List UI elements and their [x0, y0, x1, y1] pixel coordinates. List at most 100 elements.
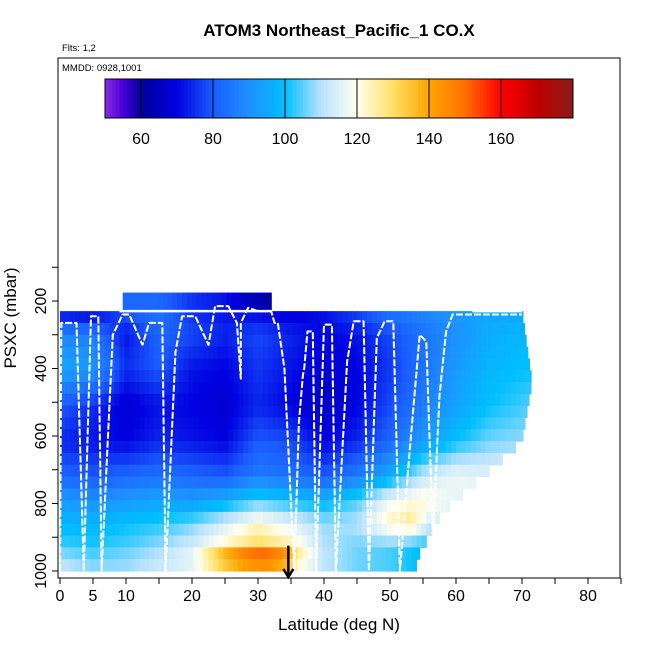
heatmap-cell — [79, 441, 86, 454]
heatmap-cell — [401, 464, 408, 478]
heatmap-cell — [460, 393, 467, 407]
heatmap-cell — [173, 523, 180, 537]
heatmap-cell — [327, 382, 333, 395]
heatmap-cell — [188, 393, 195, 407]
heatmap-cell — [243, 311, 249, 324]
heatmap-cell — [233, 322, 239, 336]
heatmap-cell — [152, 292, 158, 312]
heatmap-cell — [302, 382, 309, 395]
heatmap-cell — [530, 382, 532, 395]
heatmap-cell — [163, 500, 170, 513]
heatmap-cell — [213, 523, 219, 537]
heatmap-cell — [376, 488, 383, 501]
heatmap-cell — [312, 322, 318, 336]
heatmap-cell — [64, 429, 71, 442]
heatmap-cell — [411, 476, 417, 489]
heatmap-cell — [337, 382, 343, 395]
heatmap-cell — [74, 393, 81, 407]
heatmap-cell — [292, 476, 299, 489]
heatmap-cell — [510, 358, 516, 371]
heatmap-cell — [386, 417, 393, 430]
heatmap-cell — [416, 346, 422, 359]
heatmap-cell — [327, 322, 333, 336]
heatmap-cell — [500, 452, 503, 466]
heatmap-cell — [262, 441, 269, 454]
heatmap-cell — [159, 511, 165, 525]
arrow-head — [282, 568, 295, 580]
heatmap-cell — [525, 346, 529, 359]
heatmap-cell — [60, 405, 66, 419]
heatmap-cell — [302, 488, 309, 501]
heatmap-cell — [332, 370, 338, 383]
heatmap-cell — [177, 292, 183, 312]
heatmap-cell — [134, 535, 140, 548]
heatmap-cell — [515, 370, 521, 383]
heatmap-cell — [129, 370, 135, 383]
heatmap-cell — [386, 370, 393, 383]
heatmap-cell — [446, 311, 452, 324]
heatmap-cell — [198, 370, 205, 383]
heatmap-cell — [124, 452, 130, 466]
heatmap-cell — [221, 292, 228, 312]
heatmap-cell — [396, 358, 403, 371]
heatmap-cell — [297, 382, 304, 395]
heatmap-cell — [391, 511, 398, 525]
heatmap-cell — [287, 441, 294, 454]
heatmap-cell — [287, 429, 294, 442]
heatmap-cell — [253, 488, 259, 501]
heatmap-cell — [89, 547, 96, 560]
heatmap-cell — [322, 346, 328, 359]
heatmap-cell — [297, 346, 304, 359]
heatmap-cell — [109, 547, 116, 560]
heatmap-cell — [193, 417, 200, 430]
heatmap-cell — [267, 334, 274, 348]
heatmap-cell — [465, 334, 472, 348]
heatmap-cell — [99, 370, 106, 383]
heatmap-cell — [243, 393, 249, 407]
heatmap-cell — [114, 535, 120, 548]
heatmap-cell — [277, 405, 284, 419]
colorbar-swatch — [177, 79, 182, 118]
heatmap-cell — [109, 429, 116, 442]
heatmap-cell — [451, 334, 457, 348]
heatmap-cell — [233, 523, 239, 537]
heatmap-cell — [317, 393, 323, 407]
heatmap-cell — [366, 476, 373, 489]
heatmap-cell — [262, 464, 269, 478]
heatmap-cell — [317, 547, 323, 560]
heatmap-cell — [163, 441, 170, 454]
heatmap-cell — [431, 334, 437, 348]
heatmap-cell — [277, 535, 284, 548]
heatmap-cell — [253, 559, 259, 572]
heatmap-cell — [322, 322, 328, 336]
heatmap-cell — [188, 334, 195, 348]
heatmap-cell — [302, 405, 309, 419]
heatmap-cell — [159, 429, 165, 442]
heatmap-cell — [490, 358, 497, 371]
heatmap-cell — [357, 393, 363, 407]
heatmap-cell — [352, 488, 358, 501]
heatmap-cell — [168, 393, 175, 407]
heatmap-cell — [139, 358, 145, 371]
heatmap-cell — [258, 417, 264, 430]
heatmap-cell — [312, 358, 318, 371]
heatmap-cell — [307, 405, 314, 419]
heatmap-cell — [198, 511, 205, 525]
heatmap-cell — [416, 382, 422, 395]
heatmap-cell — [114, 559, 120, 572]
heatmap-cell — [267, 476, 274, 489]
heatmap-cell — [277, 488, 284, 501]
heatmap-cell — [124, 511, 130, 525]
heatmap-cell — [347, 322, 353, 336]
heatmap-cell — [154, 358, 160, 371]
heatmap-cell — [510, 311, 516, 324]
heatmap-cell — [436, 322, 442, 336]
heatmap-cell — [391, 417, 398, 430]
heatmap-cell — [317, 488, 323, 501]
heatmap-cell — [223, 393, 229, 407]
heatmap-cell — [361, 441, 368, 454]
heatmap-cell — [262, 405, 269, 419]
heatmap-cell — [94, 523, 101, 537]
heatmap-cell — [208, 370, 215, 383]
heatmap-cell — [248, 452, 254, 466]
